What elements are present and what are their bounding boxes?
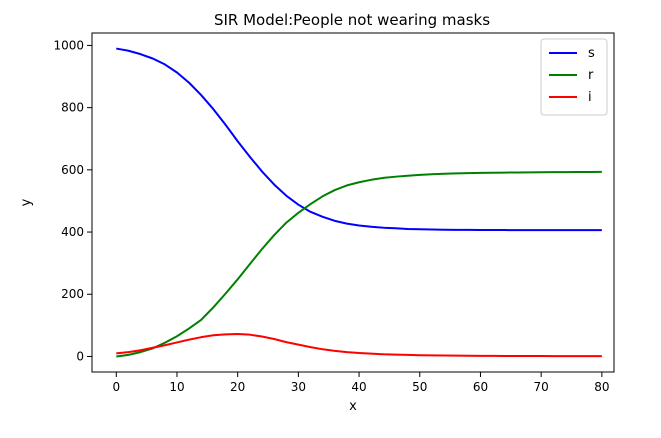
x-tick-label: 60 <box>473 380 488 394</box>
x-tick-label: 30 <box>291 380 306 394</box>
x-axis: 0 10 20 30 40 50 60 70 80 <box>112 372 610 394</box>
y-tick-label: 400 <box>61 225 84 239</box>
plot-frame <box>91 32 615 373</box>
chart-title: SIR Model:People not wearing masks <box>214 11 490 29</box>
y-axis: 0 200 400 600 800 1000 <box>53 38 92 363</box>
x-tick-label: 20 <box>230 380 245 394</box>
x-tick-label: 50 <box>412 380 427 394</box>
series-line-s <box>116 47 602 232</box>
x-tick-label: 80 <box>594 380 609 394</box>
x-tick-label: 0 <box>112 380 120 394</box>
y-tick-label: 1000 <box>53 38 84 52</box>
legend-box <box>540 38 608 116</box>
y-tick-label: 200 <box>61 287 84 301</box>
y-tick-label: 800 <box>61 101 84 115</box>
series-line-r <box>116 170 602 358</box>
y-tick-label: 0 <box>76 349 84 363</box>
x-tick-label: 70 <box>534 380 549 394</box>
legend-label-i: i <box>588 90 592 105</box>
legend-label-s: s <box>588 46 595 61</box>
series-line-i <box>116 333 602 358</box>
x-tick-label: 10 <box>169 380 184 394</box>
x-axis-label: x <box>349 399 357 414</box>
legend-label-r: r <box>588 68 594 83</box>
y-tick-label: 600 <box>61 163 84 177</box>
legend: sri <box>540 38 608 116</box>
y-axis-label: y <box>19 198 34 206</box>
x-tick-label: 40 <box>351 380 366 394</box>
plot-lines <box>116 47 602 358</box>
